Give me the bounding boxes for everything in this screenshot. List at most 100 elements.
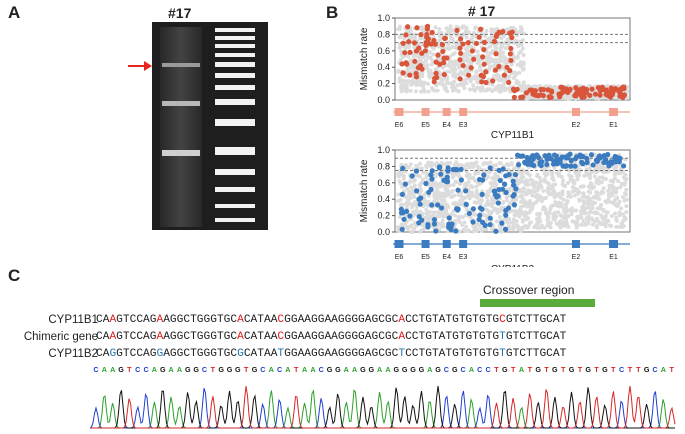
data-point bbox=[592, 91, 599, 97]
sequence-cyp11b2: CAGGTCCAGGAGGCTGGGTGCGCATAATGGAAGGAAGGGG… bbox=[96, 348, 567, 360]
data-point bbox=[597, 92, 603, 98]
y-tick-label: 0.6 bbox=[377, 46, 390, 56]
data-point bbox=[404, 61, 410, 67]
background-point bbox=[551, 214, 556, 219]
data-point bbox=[587, 92, 593, 99]
background-point bbox=[421, 177, 426, 182]
base-call: G bbox=[218, 365, 224, 374]
y-axis-label: Mismatch rate bbox=[359, 27, 370, 90]
data-point bbox=[499, 186, 506, 192]
background-point bbox=[624, 187, 629, 192]
background-point bbox=[522, 200, 527, 205]
background-point bbox=[464, 81, 469, 86]
background-point bbox=[474, 69, 479, 74]
exon-box bbox=[394, 240, 404, 248]
base-call: T bbox=[628, 365, 633, 374]
data-point bbox=[508, 57, 514, 64]
background-point bbox=[477, 165, 482, 170]
data-point bbox=[424, 23, 431, 29]
data-point bbox=[463, 201, 469, 207]
background-point bbox=[475, 85, 480, 90]
background-point bbox=[553, 200, 558, 205]
data-point bbox=[511, 182, 517, 188]
background-point bbox=[470, 185, 475, 190]
background-point bbox=[450, 37, 455, 42]
base-call: G bbox=[552, 365, 558, 374]
background-point bbox=[474, 160, 479, 165]
background-point bbox=[509, 220, 514, 225]
background-point bbox=[427, 50, 432, 55]
data-point bbox=[518, 94, 524, 100]
data-point bbox=[441, 55, 447, 61]
background-point bbox=[507, 224, 512, 229]
background-point bbox=[456, 217, 461, 222]
data-point bbox=[538, 86, 544, 93]
exon-label: E4 bbox=[442, 254, 451, 261]
plot-1: 0.0 0.2 0.4 0.6 0.8 1.0 Mismatch rate E6 E5 E4 E3 E… bbox=[359, 13, 631, 141]
background-point bbox=[520, 179, 525, 184]
data-point bbox=[512, 172, 519, 178]
background-point bbox=[429, 160, 434, 165]
background-point bbox=[489, 201, 494, 206]
background-point bbox=[477, 198, 482, 203]
background-point bbox=[412, 178, 417, 183]
background-point bbox=[421, 170, 426, 175]
background-point bbox=[514, 80, 519, 85]
background-point bbox=[447, 46, 452, 51]
y-tick-label: 0.6 bbox=[377, 178, 390, 188]
data-point bbox=[435, 202, 441, 208]
background-point bbox=[528, 203, 533, 208]
background-point bbox=[579, 184, 584, 189]
background-point bbox=[506, 74, 511, 79]
background-point bbox=[450, 175, 455, 180]
data-point bbox=[583, 89, 590, 95]
background-point bbox=[577, 198, 582, 203]
background-point bbox=[399, 84, 404, 89]
background-point bbox=[454, 160, 459, 165]
base-call: T bbox=[544, 365, 549, 374]
background-point bbox=[521, 53, 526, 58]
background-point bbox=[464, 170, 469, 175]
data-point bbox=[539, 159, 545, 165]
base-call: A bbox=[168, 365, 173, 374]
data-point bbox=[531, 162, 537, 169]
y-tick-label: 0.0 bbox=[377, 227, 390, 237]
background-point bbox=[595, 206, 600, 211]
background-point bbox=[566, 96, 571, 101]
base-call: T bbox=[127, 365, 132, 374]
background-point bbox=[620, 225, 625, 230]
background-point bbox=[494, 57, 499, 62]
background-point bbox=[550, 172, 555, 177]
background-point bbox=[451, 40, 456, 45]
background-point bbox=[563, 208, 568, 213]
background-point bbox=[410, 188, 415, 193]
background-point bbox=[521, 62, 526, 67]
base-call: A bbox=[110, 365, 115, 374]
background-point bbox=[606, 188, 611, 193]
base-call: C bbox=[619, 365, 624, 374]
data-point bbox=[429, 176, 435, 182]
data-point bbox=[416, 214, 422, 220]
background-point bbox=[511, 226, 516, 231]
data-point bbox=[403, 32, 409, 38]
background-point bbox=[434, 83, 439, 88]
background-point bbox=[607, 195, 612, 200]
exon-box bbox=[394, 108, 404, 116]
background-point bbox=[515, 62, 520, 67]
background-point bbox=[536, 186, 541, 191]
background-point bbox=[425, 66, 430, 71]
background-point bbox=[583, 211, 588, 216]
data-point bbox=[510, 86, 517, 92]
background-point bbox=[480, 84, 485, 89]
data-point bbox=[419, 50, 425, 56]
data-point bbox=[483, 69, 489, 75]
data-point bbox=[578, 92, 584, 98]
data-point bbox=[500, 28, 506, 35]
background-point bbox=[505, 86, 510, 91]
data-point bbox=[617, 91, 623, 97]
background-point bbox=[445, 161, 450, 166]
data-point bbox=[580, 85, 586, 91]
background-point bbox=[559, 214, 564, 219]
data-point bbox=[399, 61, 405, 67]
background-point bbox=[545, 222, 550, 227]
